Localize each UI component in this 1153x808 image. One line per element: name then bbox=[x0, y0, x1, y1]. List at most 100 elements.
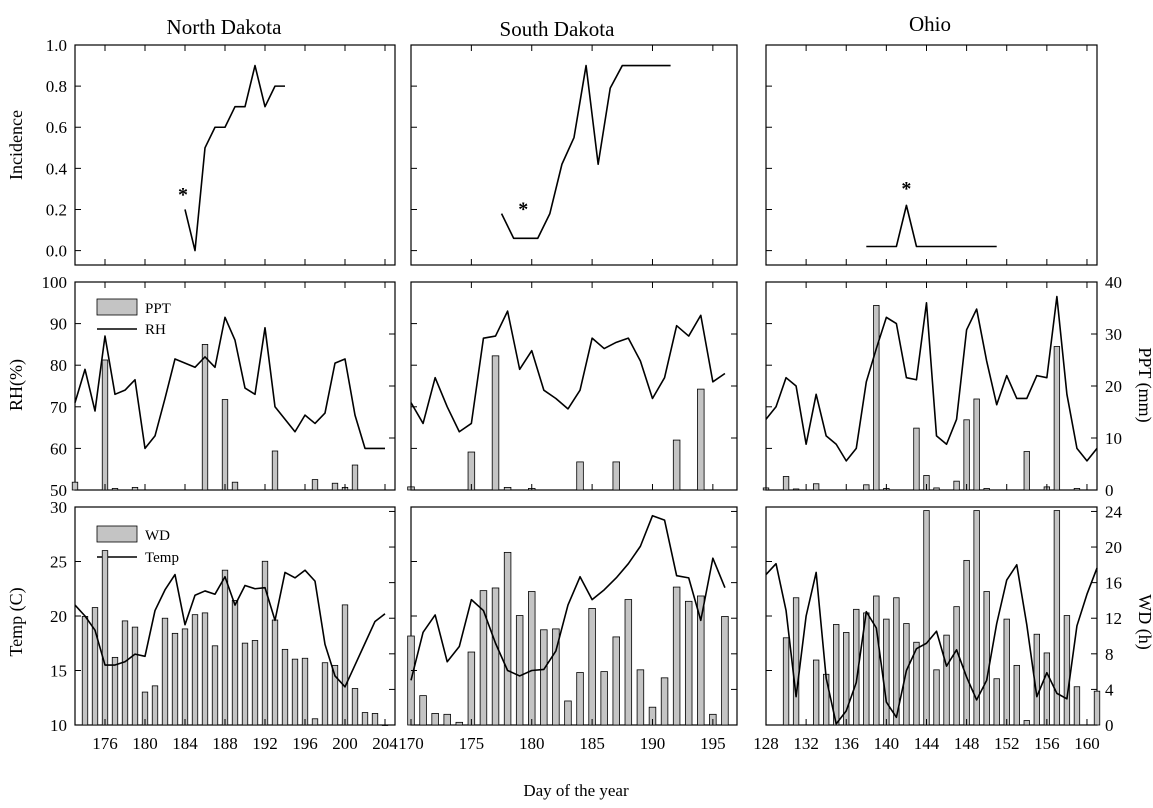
wd-bar bbox=[973, 510, 980, 726]
wd-bar bbox=[588, 608, 596, 726]
wd-bar bbox=[231, 600, 239, 726]
ppt-bar bbox=[351, 464, 359, 491]
rh-series-line bbox=[765, 295, 1098, 462]
ppt-bar bbox=[863, 484, 870, 491]
ppt-bar bbox=[812, 483, 820, 491]
incidence-ytick-label: 0.8 bbox=[46, 77, 67, 96]
ppt-bar bbox=[953, 480, 960, 491]
incidence-series-line bbox=[866, 204, 997, 248]
wd-bar bbox=[111, 656, 119, 726]
temp-ytick-label: 15 bbox=[50, 662, 67, 681]
wd-bar bbox=[381, 724, 389, 726]
ppt-bar bbox=[1023, 451, 1030, 491]
wd-bar bbox=[455, 721, 464, 726]
wd-bar bbox=[993, 678, 1000, 726]
ppt-bar bbox=[271, 450, 279, 491]
ppt-ytick-label: 30 bbox=[1105, 325, 1122, 344]
ppt-bar bbox=[913, 427, 920, 491]
legend-wd-swatch bbox=[96, 525, 138, 543]
wd-bar bbox=[933, 669, 940, 726]
x-tick-label: 180 bbox=[132, 734, 158, 753]
temp-ytick-label: 30 bbox=[50, 498, 67, 517]
rh-ytick-label: 60 bbox=[50, 439, 67, 458]
wd-bar bbox=[221, 569, 229, 726]
wd-bar bbox=[983, 591, 990, 726]
rh-ppt-panel-frame bbox=[765, 281, 1098, 491]
wd-bar bbox=[923, 510, 930, 726]
wd-bar bbox=[684, 600, 693, 726]
x-tick-label: 152 bbox=[994, 734, 1020, 753]
legend-temp-wd: WD Temp bbox=[96, 525, 179, 566]
ppt-bar bbox=[612, 461, 620, 491]
ppt-bar bbox=[963, 419, 970, 491]
ppt-bar bbox=[111, 488, 119, 491]
ppt-ytick-label: 10 bbox=[1105, 429, 1122, 448]
x-tick-label: 204 bbox=[372, 734, 398, 753]
wd-bar bbox=[660, 677, 669, 726]
wd-bar bbox=[341, 604, 349, 726]
ppt-ytick-label: 0 bbox=[1105, 481, 1114, 500]
wd-bar bbox=[576, 672, 584, 726]
ppt-axis-label: PPT (mm) bbox=[1134, 347, 1153, 422]
wd-bar bbox=[1063, 615, 1071, 726]
wd-bar bbox=[371, 713, 379, 726]
wd-bar bbox=[600, 671, 608, 726]
temp-ytick-label: 20 bbox=[50, 607, 67, 626]
wd-bar bbox=[943, 634, 950, 726]
incidence-ytick-label: 0.6 bbox=[46, 118, 67, 137]
wd-bar bbox=[1073, 686, 1081, 726]
incidence-ytick-label: 0.4 bbox=[46, 159, 68, 178]
ppt-bar bbox=[983, 488, 990, 491]
wd-bar bbox=[823, 673, 830, 726]
wd-bar bbox=[873, 595, 880, 726]
temp-axis-label: Temp (C) bbox=[6, 587, 27, 656]
wd-bar bbox=[241, 642, 249, 726]
wd-bar bbox=[181, 628, 189, 726]
x-tick-label: 144 bbox=[914, 734, 940, 753]
wd-ytick-label: 16 bbox=[1105, 574, 1122, 593]
legend-wd-label: WD bbox=[145, 528, 170, 544]
temp-ytick-label: 25 bbox=[50, 553, 67, 572]
wd-ytick-label: 20 bbox=[1105, 538, 1122, 557]
incidence-onset-marker: * bbox=[178, 184, 188, 206]
x-tick-label: 132 bbox=[793, 734, 819, 753]
wd-bar bbox=[271, 619, 279, 726]
ppt-bar bbox=[311, 479, 319, 491]
x-tick-label: 156 bbox=[1034, 734, 1060, 753]
x-tick-label: 128 bbox=[753, 734, 779, 753]
wd-bar bbox=[331, 664, 339, 726]
x-tick-label: 196 bbox=[292, 734, 318, 753]
rh-ytick-label: 50 bbox=[50, 481, 67, 500]
temp-ytick-label: 10 bbox=[50, 716, 67, 735]
x-tick-label: 136 bbox=[833, 734, 859, 753]
wd-bar bbox=[1023, 720, 1030, 726]
wd-bar bbox=[431, 713, 439, 726]
incidence-panel-frame bbox=[410, 44, 738, 266]
ppt-bar bbox=[782, 476, 790, 491]
wd-bar bbox=[211, 645, 219, 726]
ppt-bar bbox=[71, 481, 79, 491]
wd-bar bbox=[101, 550, 109, 726]
wd-bar bbox=[672, 586, 681, 726]
legend-rh-label: RH bbox=[145, 322, 166, 338]
rh-series-line bbox=[74, 316, 385, 450]
incidence-series-line bbox=[500, 64, 671, 240]
wd-bar bbox=[612, 636, 620, 726]
ppt-bar bbox=[201, 343, 209, 491]
incidence-ytick-label: 0.0 bbox=[46, 242, 67, 261]
incidence-ytick-label: 0.2 bbox=[46, 200, 67, 219]
wd-bar bbox=[491, 587, 500, 726]
rh-ytick-label: 80 bbox=[50, 356, 67, 375]
wd-bar bbox=[161, 617, 169, 726]
wd-bar bbox=[963, 559, 970, 726]
column-title-north-dakota: North Dakota bbox=[167, 15, 283, 39]
wd-ytick-label: 4 bbox=[1105, 680, 1114, 699]
x-axis-label: Day of the year bbox=[523, 781, 629, 800]
wd-bar bbox=[91, 607, 99, 726]
x-tick-label: 200 bbox=[332, 734, 358, 753]
ppt-bar bbox=[221, 399, 229, 491]
temp-series-line bbox=[765, 562, 1098, 725]
wd-bar bbox=[467, 651, 476, 726]
legend-ppt-swatch bbox=[96, 298, 138, 316]
